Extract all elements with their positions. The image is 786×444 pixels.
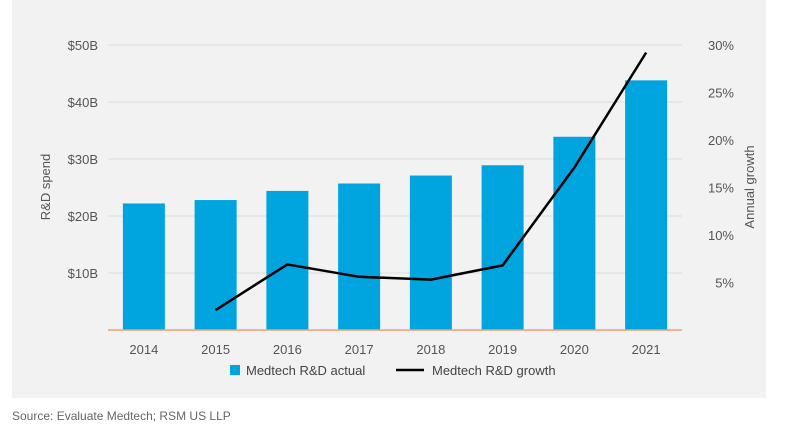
legend-line-label: Medtech R&D growth <box>432 363 556 378</box>
y2-axis-title: Annual growth <box>742 145 757 228</box>
legend-bar-label: Medtech R&D actual <box>246 363 365 378</box>
chart-svg: $10B $20B $30B $40B $50B 5% 10% 15% 20% 25% 30% 2… <box>38 38 757 378</box>
chart-panel: $10B $20B $30B $40B $50B 5% 10% 15% 20% 25% 30% 2… <box>12 0 766 398</box>
bar-2018 <box>409 175 452 330</box>
y-tick-labels: $10B $20B $30B $40B $50B <box>68 38 98 281</box>
y-tick-label: $40B <box>68 95 98 110</box>
bar-2015 <box>194 200 237 330</box>
y2-tick-label: 25% <box>708 86 734 101</box>
bar-2021 <box>625 80 668 330</box>
growth-line <box>214 51 648 312</box>
legend-bar-swatch <box>230 365 240 375</box>
y2-tick-label: 15% <box>708 181 734 196</box>
bar-2016 <box>266 190 309 330</box>
y-tick-label: $30B <box>68 152 98 167</box>
x-tick-label: 2015 <box>201 342 230 357</box>
x-tick-label: 2019 <box>488 342 517 357</box>
y-tick-label: $20B <box>68 209 98 224</box>
y2-tick-label: 5% <box>715 276 734 291</box>
source-note: Source: Evaluate Medtech; RSM US LLP <box>12 409 231 423</box>
bar-2014 <box>122 203 165 330</box>
x-tick-label: 2014 <box>129 342 158 357</box>
x-tick-labels: 2014 2015 2016 2017 2018 2019 2020 2021 <box>129 342 660 357</box>
bars <box>122 80 668 330</box>
y2-tick-labels: 5% 10% 15% 20% 25% 30% <box>708 38 734 291</box>
y-axis-title: R&D spend <box>38 154 53 220</box>
x-tick-label: 2016 <box>273 342 302 357</box>
x-tick-label: 2017 <box>345 342 374 357</box>
legend: Medtech R&D actual Medtech R&D growth <box>230 363 556 378</box>
bar-2019 <box>481 165 524 330</box>
y-tick-label: $50B <box>68 38 98 53</box>
x-tick-label: 2018 <box>416 342 445 357</box>
y2-tick-label: 20% <box>708 133 734 148</box>
gridlines <box>108 44 682 274</box>
y2-tick-label: 30% <box>708 38 734 53</box>
y2-tick-label: 10% <box>708 228 734 243</box>
y-tick-label: $10B <box>68 266 98 281</box>
bar-2017 <box>338 183 381 330</box>
x-tick-label: 2020 <box>560 342 589 357</box>
x-tick-label: 2021 <box>632 342 661 357</box>
